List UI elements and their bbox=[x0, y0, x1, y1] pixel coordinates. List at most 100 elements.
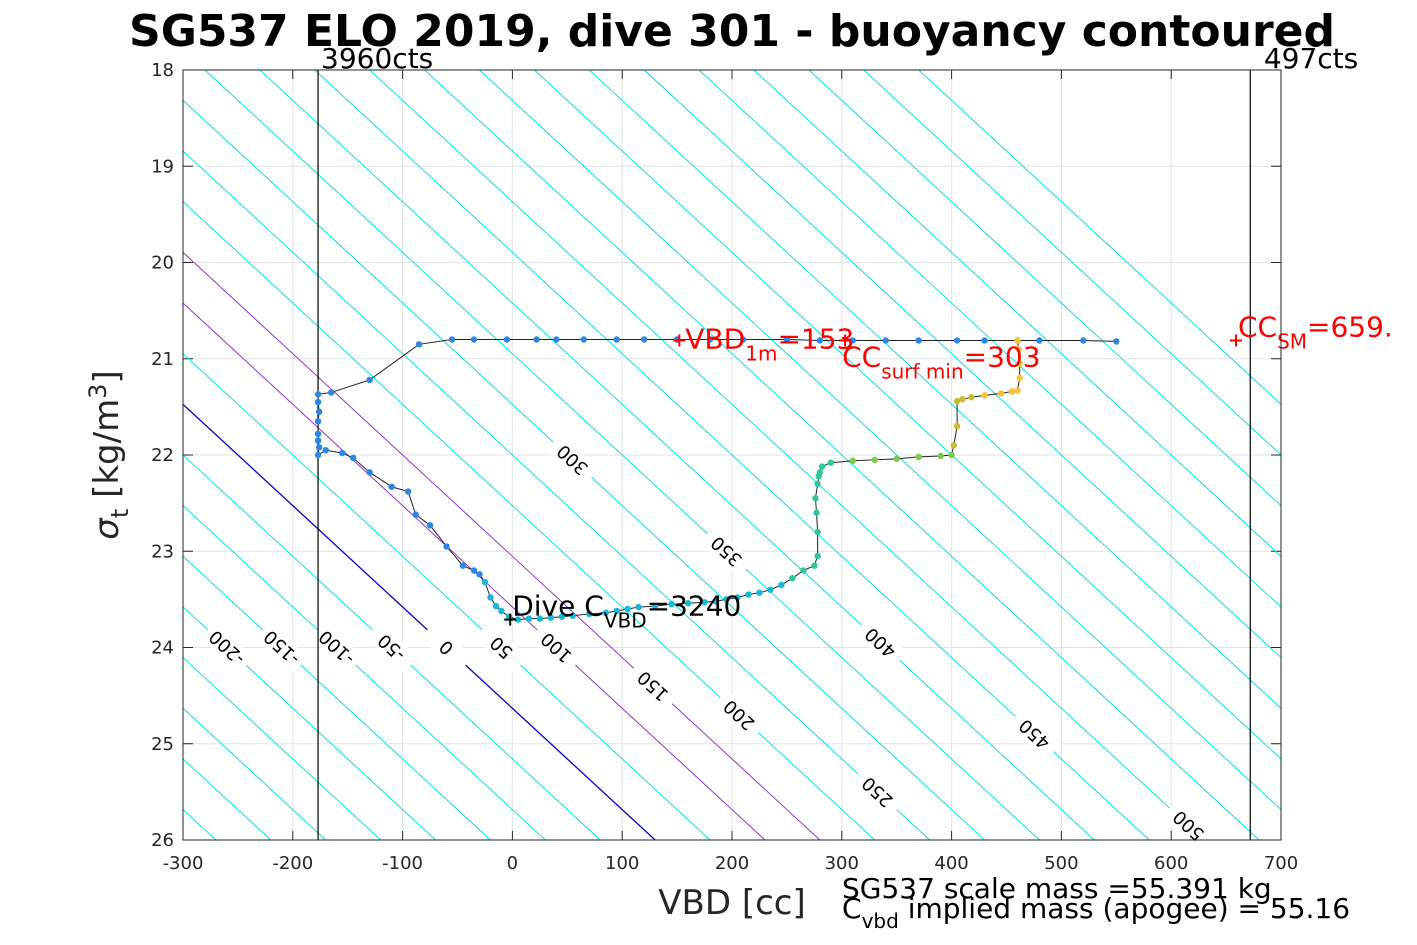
contour-label-bg bbox=[853, 616, 908, 669]
data-point bbox=[684, 600, 692, 607]
data-point bbox=[635, 603, 642, 611]
data-point bbox=[613, 607, 620, 615]
contour-label-bg bbox=[529, 621, 583, 674]
contour-line bbox=[863, 70, 1281, 456]
contour-line bbox=[479, 70, 1281, 811]
marker-label: Dive CVBD=3240 bbox=[512, 590, 741, 633]
x-axis-label: VBD [cc] bbox=[658, 883, 806, 923]
data-point bbox=[953, 422, 961, 430]
data-point bbox=[536, 615, 544, 622]
data-point bbox=[314, 391, 322, 398]
contour-line bbox=[918, 70, 1281, 406]
data-point bbox=[1008, 388, 1016, 395]
implied-mass-text: Cvbd implied mass (apogee) = 55.16 bbox=[842, 892, 1350, 933]
contour-line bbox=[183, 504, 546, 840]
contour-line bbox=[183, 555, 491, 840]
data-point bbox=[651, 602, 659, 610]
contour-line bbox=[369, 70, 1205, 840]
x-tick-label: 700 bbox=[1264, 853, 1298, 874]
contour-line bbox=[183, 251, 821, 840]
data-point bbox=[1113, 338, 1120, 345]
footer: SG537 scale mass =55.391 kg Cvbd implied… bbox=[842, 872, 1350, 933]
contour-line bbox=[753, 70, 1281, 557]
y-tick-labels: 18 19 20 21 22 23 24 25 26 bbox=[151, 60, 174, 851]
data-point bbox=[827, 459, 835, 466]
data-point bbox=[915, 453, 922, 461]
data-point bbox=[783, 336, 791, 343]
data-point bbox=[586, 610, 593, 618]
contour-line bbox=[698, 70, 1281, 608]
data-point bbox=[1014, 337, 1021, 344]
x-tick-label: 400 bbox=[934, 853, 968, 874]
data-point bbox=[553, 336, 560, 343]
data-point bbox=[366, 469, 373, 476]
data-point bbox=[388, 483, 395, 490]
data-point bbox=[981, 392, 988, 399]
data-point bbox=[893, 455, 900, 463]
contour-label-bg bbox=[1161, 799, 1216, 852]
data-point bbox=[533, 336, 540, 343]
data-point bbox=[314, 430, 322, 438]
chart-title: SG537 ELO 2019, dive 301 - buoyancy cont… bbox=[129, 6, 1335, 57]
data-point bbox=[1016, 374, 1023, 382]
data-point bbox=[1036, 337, 1043, 344]
data-point bbox=[569, 612, 576, 619]
y-tick-label: 25 bbox=[151, 734, 174, 755]
contour-line bbox=[183, 353, 711, 840]
data-point bbox=[668, 600, 675, 608]
data-point bbox=[487, 594, 494, 601]
y-axis-label: σt [kg/m3] bbox=[84, 370, 134, 539]
data-point bbox=[816, 469, 824, 476]
y-tick-label: 23 bbox=[151, 541, 174, 562]
contour-line bbox=[643, 70, 1281, 659]
data-point bbox=[1080, 337, 1087, 344]
contour-line bbox=[424, 70, 1260, 840]
contour-label-bg bbox=[850, 766, 905, 818]
y-tick-label: 26 bbox=[151, 830, 174, 851]
data-point bbox=[981, 337, 988, 344]
marker-label: CCSM=659. bbox=[1238, 310, 1393, 353]
y-tick-label: 19 bbox=[151, 156, 174, 177]
contour-label-bg bbox=[1007, 708, 1062, 760]
x-tick-label: -200 bbox=[272, 853, 313, 874]
series-line bbox=[317, 339, 1117, 621]
data-point bbox=[514, 616, 522, 623]
data-point bbox=[503, 336, 511, 343]
contour-label-bg bbox=[255, 621, 309, 674]
data-point bbox=[767, 586, 774, 593]
data-point bbox=[459, 562, 467, 569]
y-tick-label: 21 bbox=[151, 349, 174, 370]
data-point bbox=[404, 488, 412, 495]
contour-line bbox=[0, 70, 161, 840]
x-tick-label: 0 bbox=[507, 853, 518, 874]
data-point bbox=[602, 609, 609, 617]
data-point bbox=[481, 578, 489, 586]
data-point bbox=[997, 390, 1005, 397]
contour-line bbox=[183, 150, 930, 840]
data-point bbox=[813, 509, 820, 516]
data-point bbox=[950, 442, 957, 449]
x-tick-label: -100 bbox=[382, 853, 423, 874]
data-point bbox=[1014, 387, 1021, 394]
data-point bbox=[315, 444, 323, 451]
x-tick-label: -300 bbox=[163, 853, 204, 874]
data-point bbox=[789, 575, 796, 582]
contour-label-bg bbox=[545, 434, 600, 486]
data-point bbox=[322, 446, 329, 454]
data-point bbox=[443, 543, 450, 550]
x-tick-label: 100 bbox=[605, 853, 639, 874]
data-point bbox=[470, 336, 478, 343]
contour-line bbox=[588, 70, 1281, 709]
marker-label: CCsurf min=303 bbox=[842, 340, 1040, 383]
data-point bbox=[314, 437, 322, 444]
data-point bbox=[849, 337, 856, 344]
contour-label-bg bbox=[310, 621, 364, 674]
contour-label-bg bbox=[699, 525, 754, 577]
data-point bbox=[968, 394, 975, 401]
data-point bbox=[412, 511, 419, 518]
data-point bbox=[778, 581, 785, 589]
x-tick-label: 200 bbox=[715, 853, 749, 874]
contour-labels: -200 -150 -100 -50 0 50 1001502002503003504004… bbox=[200, 434, 1216, 852]
reference-lines: 3960cts 497cts bbox=[317, 42, 1358, 840]
